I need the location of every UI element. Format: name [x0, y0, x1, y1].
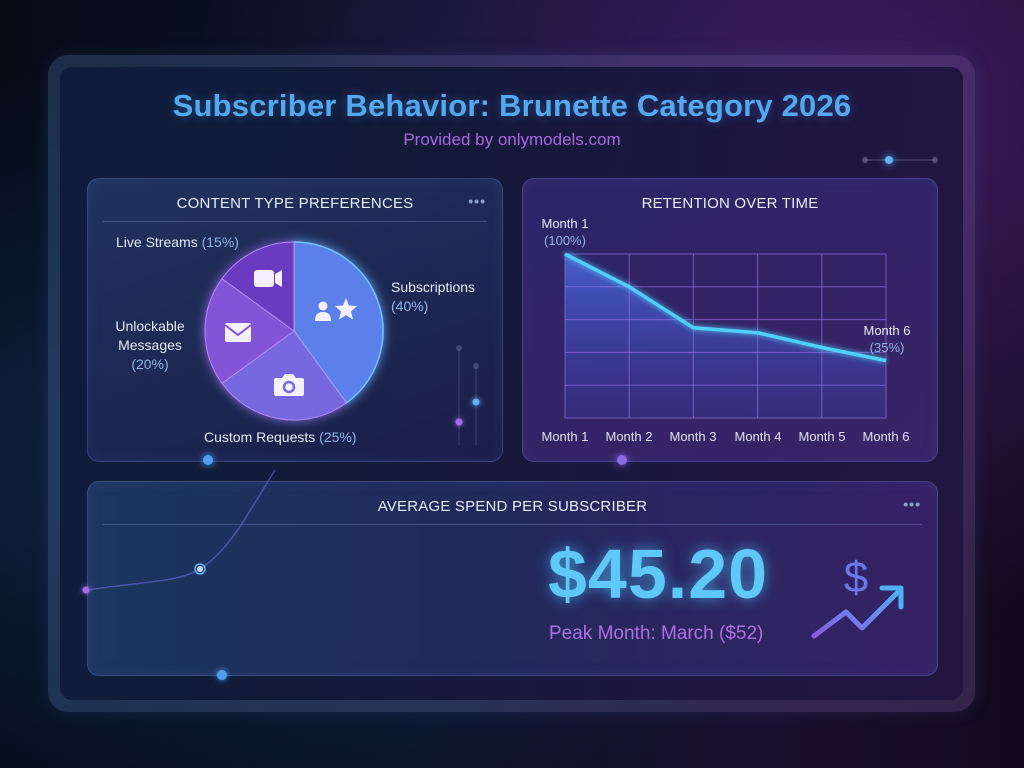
x-axis-label: Month 6: [862, 429, 910, 444]
pie-label-unlockable-messages: Unlockable Messages (20%): [115, 318, 185, 372]
panel-divider: [103, 524, 922, 525]
decor-slider-icon: [862, 156, 938, 164]
x-axis-label: Month 3: [669, 429, 717, 444]
panel-divider: [103, 221, 487, 222]
page-subtitle: Provided by onlymodels.com: [403, 130, 621, 149]
video-camera-icon: [254, 270, 282, 287]
svg-text:$: $: [844, 553, 868, 602]
decor-curve-icon: [82, 469, 276, 680]
decor-dot-icon: [203, 455, 213, 465]
pie-label-live-streams: Live Streams (15%): [116, 234, 239, 250]
pie-label-custom-requests: Custom Requests (25%): [204, 429, 357, 445]
envelope-icon: [224, 323, 252, 342]
decor-dot-icon: [617, 455, 627, 465]
retention-area: [565, 254, 886, 418]
average-spend-panel: AVERAGE SPEND PER SUBSCRIBER •••: [87, 481, 938, 676]
pie-label-subscriptions: Subscriptions (40%): [391, 279, 476, 314]
x-axis-label: Month 5: [798, 429, 846, 444]
retention-start-annotation: Month 1 (100%): [541, 216, 589, 248]
retention-line: [564, 252, 887, 363]
dollar-trend-up-icon: $: [811, 553, 904, 639]
camera-icon: [274, 374, 304, 396]
peak-month-text: Peak Month: March ($52): [549, 623, 764, 644]
retention-title: RETENTION OVER TIME: [641, 195, 819, 212]
average-spend-title: AVERAGE SPEND PER SUBSCRIBER: [377, 498, 648, 515]
x-axis-label: Month 2: [605, 429, 653, 444]
more-horizontal-icon[interactable]: •••: [903, 496, 921, 512]
x-axis-label: Month 1: [541, 429, 589, 444]
pie-slice-subscriptions: [293, 241, 384, 405]
page-title: Subscriber Behavior: Brunette Category 2…: [172, 88, 852, 123]
user-star-icon: [315, 298, 357, 321]
retention-end-annotation: Month 6 (35%): [863, 323, 911, 355]
retention-line-chart: [564, 252, 887, 419]
content-type-title: CONTENT TYPE PREFERENCES: [176, 195, 414, 212]
decor-vertical-sliders-icon: [455, 345, 480, 445]
x-axis-label: Month 4: [734, 429, 782, 444]
average-spend-value: $45.20: [548, 535, 769, 613]
more-horizontal-icon[interactable]: •••: [468, 193, 486, 209]
retention-grid: [564, 253, 887, 419]
content-type-pie-chart: [204, 241, 384, 421]
